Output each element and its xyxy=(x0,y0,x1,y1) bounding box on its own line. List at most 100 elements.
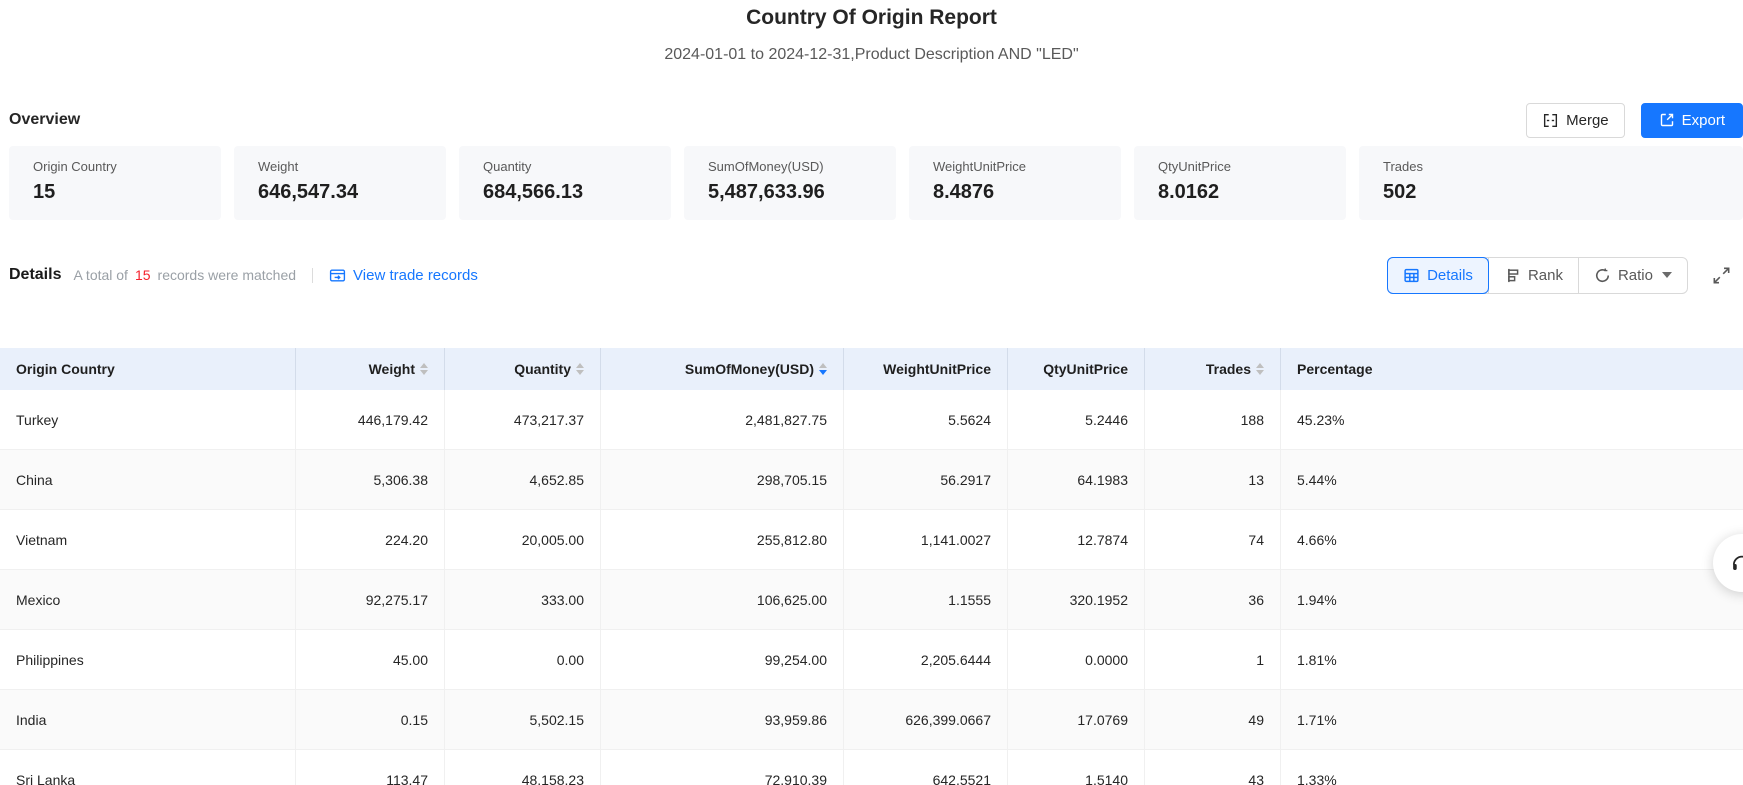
table-cell: 48,158.23 xyxy=(445,750,601,785)
table-cell: 64.1983 xyxy=(1008,450,1145,510)
table-cell: 113.47 xyxy=(296,750,445,785)
col-header-quantity[interactable]: Quantity xyxy=(445,348,601,390)
stat-card-label: Weight xyxy=(258,159,299,174)
table-cell: 642.5521 xyxy=(844,750,1008,785)
table-cell: 5,306.38 xyxy=(296,450,445,510)
col-header-trades[interactable]: Trades xyxy=(1145,348,1281,390)
table-cell: 106,625.00 xyxy=(601,570,844,630)
stat-card-trades: Trades 502 xyxy=(1359,146,1743,220)
table-cell: 72,910.39 xyxy=(601,750,844,785)
table-cell: 1.94% xyxy=(1281,570,1743,630)
ratio-icon xyxy=(1594,267,1611,284)
table-cell: 320.1952 xyxy=(1008,570,1145,630)
table-cell: 1.33% xyxy=(1281,750,1743,785)
col-header-weight-unit-price: WeightUnitPrice xyxy=(844,348,1008,390)
col-header-sum-of-money[interactable]: SumOfMoney(USD) xyxy=(601,348,844,390)
fullscreen-button[interactable] xyxy=(1712,266,1731,285)
table-cell: 49 xyxy=(1145,690,1281,750)
table-cell: 13 xyxy=(1145,450,1281,510)
table-cell: 36 xyxy=(1145,570,1281,630)
stat-card-qty-unit-price: QtyUnitPrice 8.0162 xyxy=(1134,146,1346,220)
tab-details-label: Details xyxy=(1427,266,1473,284)
table-cell: 43 xyxy=(1145,750,1281,785)
cell-origin-country: India xyxy=(0,690,296,750)
col-header-weight[interactable]: Weight xyxy=(296,348,445,390)
table-row: India 0.15 5,502.15 93,959.86 626,399.0667 17… xyxy=(0,690,1743,750)
country-of-origin-report-page: Country Of Origin Report 2024-01-01 to 2… xyxy=(0,6,1743,785)
stat-card-label: SumOfMoney(USD) xyxy=(708,159,824,174)
tab-rank[interactable]: Rank xyxy=(1487,257,1578,293)
table-cell: 1.81% xyxy=(1281,630,1743,690)
table-cell: 446,179.42 xyxy=(296,390,445,450)
stat-card-quantity: Quantity 684,566.13 xyxy=(459,146,671,220)
col-label: SumOfMoney(USD) xyxy=(684,361,814,377)
tab-ratio[interactable]: Ratio xyxy=(1577,257,1687,293)
stat-card-value: 684,566.13 xyxy=(483,181,584,203)
table-cell: 45.00 xyxy=(296,630,445,690)
chevron-down-icon xyxy=(1662,272,1672,278)
sort-icon[interactable] xyxy=(576,361,584,377)
table-cell: 333.00 xyxy=(445,570,601,630)
cell-origin-country: China xyxy=(0,450,296,510)
matched-count: 15 xyxy=(134,267,151,283)
stat-card-value: 646,547.34 xyxy=(258,181,359,203)
table-cell: 473,217.37 xyxy=(445,390,601,450)
sort-icon-active-desc[interactable] xyxy=(819,361,827,377)
stat-card-label: Trades xyxy=(1383,159,1423,174)
table-cell: 5.44% xyxy=(1281,450,1743,510)
table-row: Sri Lanka 113.47 48,158.23 72,910.39 642.552… xyxy=(0,750,1743,785)
details-toolbar: Details A total of 15 records were match… xyxy=(0,256,1743,294)
overview-actions: Merge Export xyxy=(1526,102,1743,138)
tab-rank-label: Rank xyxy=(1527,266,1563,284)
table-header: Origin Country Weight Quantity SumOfMone… xyxy=(0,348,1743,390)
table-cell: 93,959.86 xyxy=(601,690,844,750)
export-button-label: Export xyxy=(1681,111,1725,129)
table-cell: 626,399.0667 xyxy=(844,690,1008,750)
overview-bar: Overview Merge xyxy=(0,102,1743,138)
col-label: Percentage xyxy=(1297,361,1373,377)
col-label: Trades xyxy=(1205,361,1251,377)
table-cell: 1.71% xyxy=(1281,690,1743,750)
table-cell: 0.15 xyxy=(296,690,445,750)
table-row: Turkey 446,179.42 473,217.37 2,481,827.75 5.… xyxy=(0,390,1743,450)
merge-button[interactable]: Merge xyxy=(1526,102,1625,138)
stat-card-value: 15 xyxy=(33,181,56,203)
rank-icon xyxy=(1504,267,1521,284)
col-header-percentage: Percentage xyxy=(1281,348,1743,390)
export-button[interactable]: Export xyxy=(1640,102,1743,138)
table-cell: 224.20 xyxy=(296,510,445,570)
table-cell: 20,005.00 xyxy=(445,510,601,570)
table-cell: 5.5624 xyxy=(844,390,1008,450)
merge-button-label: Merge xyxy=(1566,111,1609,129)
stat-card-label: Quantity xyxy=(483,159,532,174)
table-cell: 5,502.15 xyxy=(445,690,601,750)
view-trade-records-label: View trade records xyxy=(353,266,478,284)
trade-records-icon xyxy=(329,267,346,284)
table-cell: 45.23% xyxy=(1281,390,1743,450)
stat-card-label: Origin Country xyxy=(33,159,117,174)
sort-icon[interactable] xyxy=(1256,361,1264,377)
summary-prefix: A total of xyxy=(73,267,128,283)
table-cell: 5.2446 xyxy=(1008,390,1145,450)
table-cell: 92,275.17 xyxy=(296,570,445,630)
table-cell: 1,141.0027 xyxy=(844,510,1008,570)
col-header-origin-country: Origin Country xyxy=(0,348,296,390)
overview-cards: Origin Country 15 Weight 646,547.34 Quan… xyxy=(0,146,1743,220)
view-trade-records-link[interactable]: View trade records xyxy=(329,267,478,284)
overview-heading: Overview xyxy=(9,111,81,128)
cell-origin-country: Turkey xyxy=(0,390,296,450)
stat-card-origin-country: Origin Country 15 xyxy=(9,146,221,220)
table-cell: 4,652.85 xyxy=(445,450,601,510)
table-row: Philippines 45.00 0.00 99,254.00 2,205.6444 0… xyxy=(0,630,1743,690)
table-cell: 74 xyxy=(1145,510,1281,570)
table-cell: 4.66% xyxy=(1281,510,1743,570)
origin-country-table: Origin Country Weight Quantity SumOfMone… xyxy=(0,348,1743,785)
tab-details[interactable]: Details xyxy=(1387,256,1489,294)
table-cell: 56.2917 xyxy=(844,450,1008,510)
table-cell: 2,205.6444 xyxy=(844,630,1008,690)
table-cell: 255,812.80 xyxy=(601,510,844,570)
table-body: Turkey 446,179.42 473,217.37 2,481,827.75 5.… xyxy=(0,390,1743,785)
sort-icon[interactable] xyxy=(420,361,428,377)
headset-icon xyxy=(1730,551,1743,575)
table-cell: 0.00 xyxy=(445,630,601,690)
